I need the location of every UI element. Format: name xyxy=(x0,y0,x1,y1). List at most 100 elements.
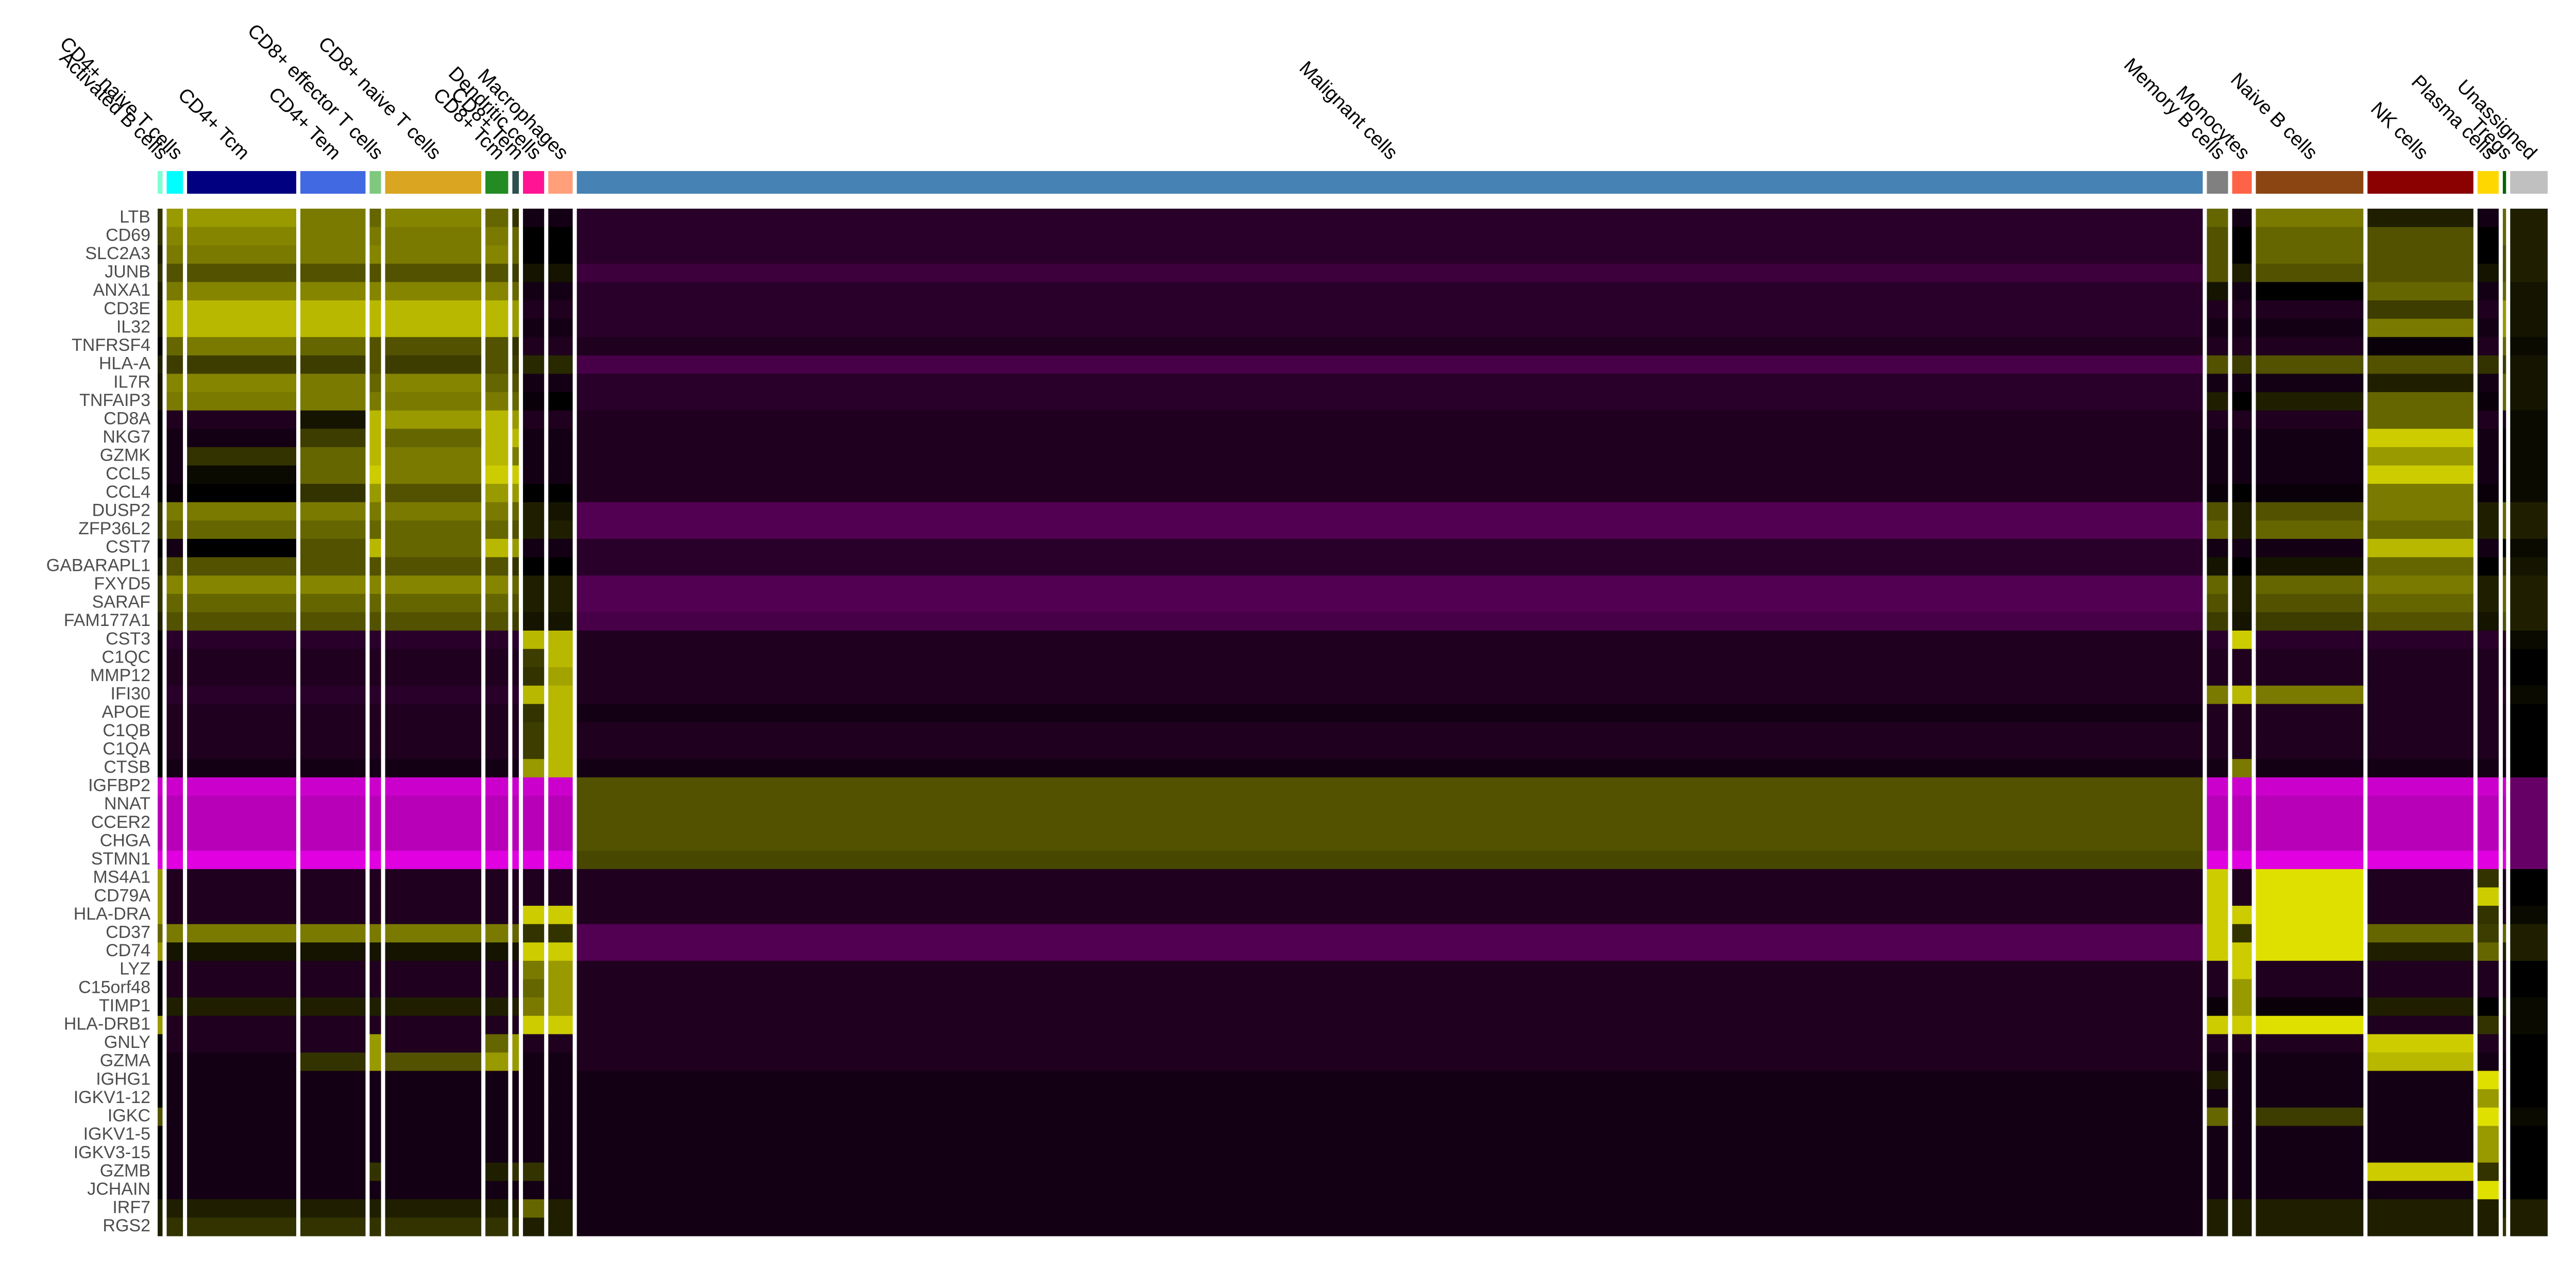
heat-cell xyxy=(2502,594,2506,613)
heat-cell xyxy=(158,960,163,979)
heat-cell xyxy=(2256,1052,2364,1072)
group-bar xyxy=(369,171,381,194)
heat-cell xyxy=(2256,685,2364,704)
heat-cell xyxy=(2256,1015,2364,1035)
heat-cell xyxy=(485,1107,509,1126)
heat-cell xyxy=(2207,1071,2228,1090)
heat-cell xyxy=(577,1126,2203,1145)
heat-cell xyxy=(512,355,519,374)
heat-cell xyxy=(2510,869,2548,888)
heat-cell xyxy=(2367,906,2473,925)
heat-cell xyxy=(187,538,296,558)
heat-cell xyxy=(523,1052,545,1072)
heat-cell xyxy=(300,630,366,650)
heat-cell xyxy=(512,1107,519,1126)
heat-cell xyxy=(2367,997,2473,1016)
gene-label: ANXA1 xyxy=(93,280,151,300)
heat-cell xyxy=(2367,887,2473,906)
group-bar xyxy=(166,171,183,194)
heat-cell xyxy=(512,1071,519,1090)
gene-label: RGS2 xyxy=(103,1216,150,1235)
heat-cell xyxy=(2256,538,2364,558)
heat-cell xyxy=(548,1126,573,1145)
heat-cell xyxy=(2207,209,2228,228)
heat-cell xyxy=(485,429,509,448)
heat-cell xyxy=(577,649,2203,668)
heat-cell xyxy=(2477,1144,2499,1163)
gene-label: ZFP36L2 xyxy=(78,519,150,538)
heat-cell xyxy=(385,1071,482,1090)
heat-cell xyxy=(166,337,183,356)
heat-cell xyxy=(385,355,482,374)
heat-cell xyxy=(300,502,366,521)
gene-label: IGKC xyxy=(108,1106,150,1126)
gene-label: APOE xyxy=(102,702,150,722)
heat-cell xyxy=(300,337,366,356)
heat-cell xyxy=(523,814,545,833)
heat-cell xyxy=(166,869,183,888)
heat-cell xyxy=(158,1217,163,1236)
heat-cell xyxy=(187,557,296,576)
heat-cell xyxy=(158,649,163,668)
heat-cell xyxy=(2367,1107,2473,1126)
heat-cell xyxy=(2256,979,2364,998)
heat-cell xyxy=(300,410,366,429)
heat-cell xyxy=(2510,887,2548,906)
heat-cell xyxy=(187,245,296,264)
heat-cell xyxy=(158,282,163,301)
heat-cell xyxy=(187,814,296,833)
gene-label: CD69 xyxy=(106,225,150,245)
heat-cell xyxy=(485,1015,509,1035)
heat-cell xyxy=(166,667,183,686)
heat-cell xyxy=(2477,374,2499,393)
heat-cell xyxy=(166,392,183,411)
heat-cell xyxy=(369,1089,381,1108)
heat-cell xyxy=(485,777,509,796)
heat-cell xyxy=(2510,649,2548,668)
heat-cell xyxy=(369,704,381,723)
heat-cell xyxy=(166,740,183,759)
heat-cell xyxy=(523,740,545,759)
heat-cell xyxy=(577,795,2203,815)
heat-cell xyxy=(512,1144,519,1163)
heat-cell xyxy=(2256,429,2364,448)
heat-cell xyxy=(2510,1034,2548,1053)
heat-cell xyxy=(2256,392,2364,411)
heat-cell xyxy=(548,832,573,851)
heat-cell xyxy=(2207,942,2228,961)
heat-cell xyxy=(2256,355,2364,374)
heat-cell xyxy=(385,814,482,833)
heat-cell xyxy=(2232,484,2252,503)
heat-cell xyxy=(577,887,2203,906)
heat-cell xyxy=(523,245,545,264)
heat-cell xyxy=(300,1217,366,1236)
heat-cell xyxy=(2207,1034,2228,1053)
heat-cell xyxy=(2510,484,2548,503)
gene-label: STMN1 xyxy=(91,849,150,869)
heat-cell xyxy=(2477,814,2499,833)
heat-cell xyxy=(2207,630,2228,650)
heat-cell xyxy=(2367,942,2473,961)
gene-label: IGFBP2 xyxy=(88,776,150,795)
heat-cell xyxy=(2502,1052,2506,1072)
heat-cell xyxy=(485,759,509,778)
heat-cell xyxy=(548,740,573,759)
heat-cell xyxy=(2510,1181,2548,1200)
heat-cell xyxy=(369,520,381,539)
heat-cell xyxy=(385,906,482,925)
heat-cell xyxy=(385,667,482,686)
heat-cell xyxy=(187,263,296,282)
heat-cell xyxy=(166,429,183,448)
heat-cell xyxy=(2367,1089,2473,1108)
gene-label: CST3 xyxy=(106,629,150,649)
heat-cell xyxy=(2207,1199,2228,1218)
heat-cell xyxy=(577,740,2203,759)
heat-cell xyxy=(166,1052,183,1072)
heat-cell xyxy=(485,594,509,613)
heat-cell xyxy=(369,1071,381,1090)
heat-cell xyxy=(523,318,545,337)
heat-cell xyxy=(2510,612,2548,631)
heat-cell xyxy=(300,924,366,943)
heat-cell xyxy=(512,374,519,393)
heat-cell xyxy=(187,318,296,337)
